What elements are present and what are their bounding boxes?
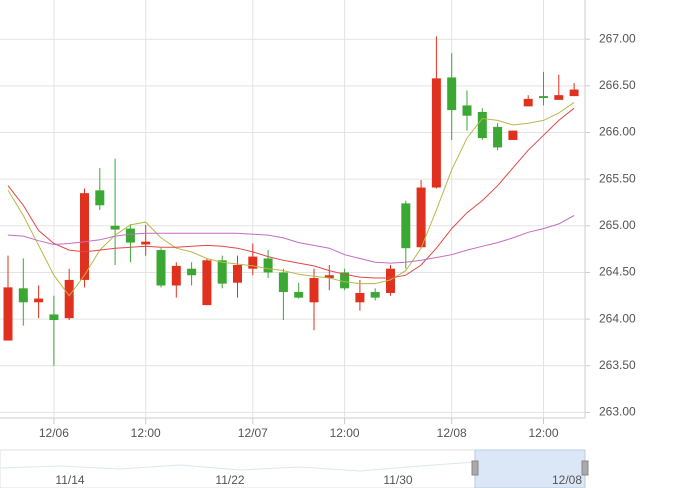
candle-body: [340, 272, 350, 289]
navigator-handle[interactable]: [471, 460, 479, 476]
y-tick-label: 264.00: [599, 311, 636, 325]
candle-body: [34, 298, 44, 303]
x-tick-label: 12/08: [437, 426, 467, 440]
candle-body: [431, 78, 441, 188]
candle-body: [125, 228, 135, 243]
candle-body: [171, 265, 181, 286]
candle-body: [217, 260, 227, 284]
candle-body: [370, 292, 380, 298]
candle-body: [110, 225, 120, 230]
candle-body: [263, 258, 273, 273]
moving-average-line: [7, 107, 575, 279]
candle-body: [80, 193, 89, 280]
candle-body: [233, 264, 242, 283]
moving-average-line: [7, 215, 575, 264]
y-tick-label: 266.00: [599, 125, 636, 139]
candle-body: [462, 105, 472, 116]
candle-body: [539, 96, 548, 98]
x-tick-label: 12:00: [330, 426, 360, 440]
candle-body: [187, 268, 197, 276]
x-tick-label: 12:00: [131, 426, 161, 440]
candle-body: [569, 89, 579, 97]
candle-body: [523, 98, 533, 107]
candle-body: [493, 126, 503, 148]
y-tick-label: 265.00: [599, 218, 636, 232]
navigator-label: 11/14: [55, 473, 84, 487]
candle-body: [386, 268, 395, 293]
candle-body: [401, 203, 411, 249]
candle-body: [447, 77, 457, 111]
y-tick-label: 266.50: [599, 78, 636, 92]
candle-body: [64, 279, 74, 319]
y-tick-label: 264.50: [599, 265, 636, 279]
candle-body: [248, 256, 258, 269]
navigator-label: 11/30: [383, 473, 412, 487]
candle-body: [141, 241, 151, 245]
y-tick-label: 265.50: [599, 171, 636, 185]
candle-body: [156, 250, 166, 286]
x-tick-label: 12/07: [238, 426, 268, 440]
candle-body: [294, 292, 304, 298]
candle-body: [95, 190, 105, 206]
candle-body: [18, 288, 28, 303]
candle-body: [508, 130, 518, 140]
candle-body: [3, 287, 13, 341]
navigator-label: 12/08: [552, 473, 582, 487]
candle-body: [309, 278, 319, 303]
x-tick-label: 12/06: [39, 426, 69, 440]
navigator-label: 11/22: [215, 473, 244, 487]
navigator-handle[interactable]: [581, 460, 589, 476]
moving-average-line: [7, 102, 575, 297]
y-tick-label: 263.50: [599, 358, 636, 372]
y-tick-label: 267.00: [599, 31, 636, 45]
candle-body: [202, 260, 212, 306]
candle-body: [49, 314, 59, 321]
candle-body: [416, 187, 426, 248]
x-tick-label: 12:00: [528, 426, 558, 440]
candle-body: [324, 275, 334, 279]
candle-body: [355, 292, 365, 303]
candle-body: [477, 111, 487, 139]
candle-body: [554, 95, 564, 100]
y-tick-label: 263.00: [599, 405, 636, 419]
candle-body: [278, 272, 288, 293]
navigator-selection[interactable]: [474, 449, 586, 488]
